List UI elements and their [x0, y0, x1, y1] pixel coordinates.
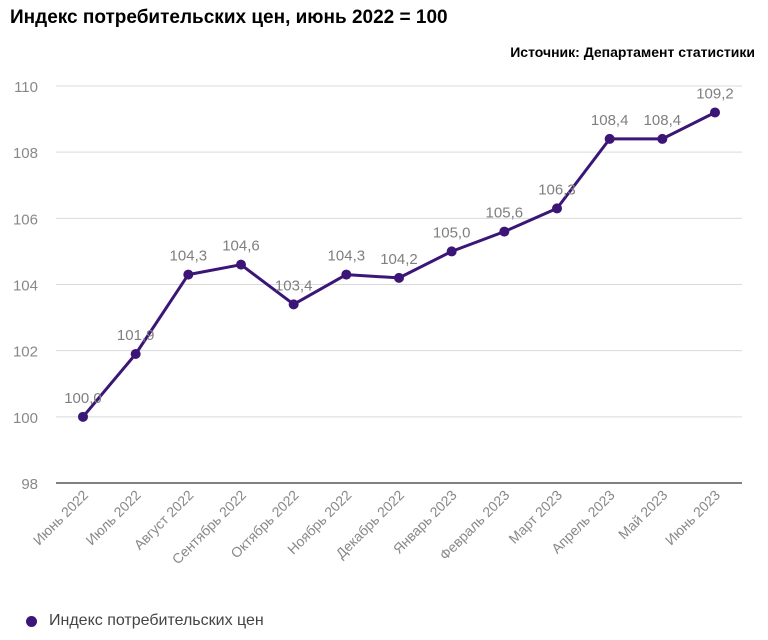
data-point [499, 226, 510, 237]
x-tick-label: Июнь 2022 [30, 487, 91, 548]
y-tick-label: 104 [13, 278, 38, 295]
data-point [657, 133, 668, 144]
data-label: 109,2 [696, 85, 734, 102]
data-point [552, 203, 562, 214]
data-point [446, 246, 457, 257]
data-point [341, 269, 352, 280]
data-point [710, 107, 720, 118]
y-tick-label: 98 [21, 476, 38, 493]
chart-source: Источник: Департамент статистики [510, 44, 755, 60]
data-point [236, 259, 246, 270]
legend: Индекс потребительских цен [26, 612, 264, 630]
data-label: 103,4 [275, 277, 313, 294]
data-label: 104,3 [328, 248, 366, 265]
y-tick-label: 100 [13, 410, 38, 427]
x-tick-label: Май 2023 [615, 487, 671, 543]
y-tick-label: 110 [14, 79, 38, 96]
legend-label: Индекс потребительских цен [49, 612, 264, 629]
data-label: 101,9 [117, 327, 155, 344]
data-point [183, 269, 194, 280]
y-tick-label: 108 [13, 145, 38, 162]
legend-marker [26, 615, 37, 627]
data-label: 104,2 [380, 251, 418, 268]
chart-title: Индекс потребительских цен, июнь 2022 = … [10, 7, 448, 28]
data-label: 108,4 [644, 112, 682, 129]
data-point [130, 348, 141, 359]
data-point [604, 133, 615, 144]
data-label: 100,0 [64, 390, 102, 407]
data-label: 105,0 [433, 224, 471, 241]
data-label: 106,3 [538, 181, 576, 198]
data-label: 104,6 [222, 238, 260, 255]
data-point [394, 272, 404, 283]
data-point [288, 299, 299, 310]
y-tick-label: 106 [13, 211, 38, 228]
data-label: 104,3 [170, 248, 208, 265]
data-label: 108,4 [591, 112, 629, 129]
x-tick-label: Июнь 2023 [662, 487, 723, 548]
y-tick-label: 102 [13, 344, 38, 361]
data-label: 105,6 [486, 205, 524, 222]
data-point [78, 411, 88, 422]
